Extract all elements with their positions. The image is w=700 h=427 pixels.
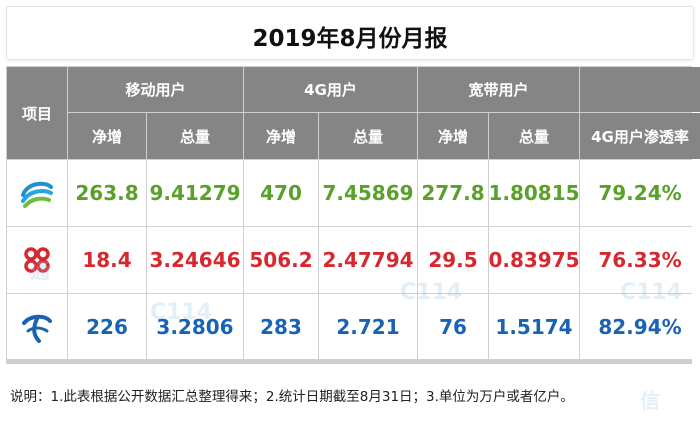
watermark: 信 [640, 389, 660, 413]
subheader-net-add: 净增 [244, 113, 318, 159]
cell-broadband-total: 1.80815 [488, 160, 580, 226]
cell-mobile-total: 3.2806 [147, 294, 243, 359]
subheader-total: 总量 [489, 113, 579, 159]
header-item: 项目 [7, 67, 67, 159]
cell-broadband-net-add: 76 [418, 294, 488, 359]
cell-broadband-net-add: 29.5 [418, 227, 488, 293]
cell-broadband-total: 1.5174 [489, 294, 579, 359]
header-4g-users: 4G用户 [244, 67, 417, 112]
header-mobile-users: 移动用户 [68, 67, 243, 112]
cell-broadband-net-add: 277.8 [418, 160, 488, 226]
page-title: 2019年8月份月报 [252, 26, 448, 52]
cell-4g-total: 2.47794 [319, 227, 417, 293]
china-mobile-logo [7, 160, 67, 226]
cell-4g-net-add: 506.2 [244, 227, 318, 293]
cell-broadband-total: 0.83975 [488, 227, 580, 293]
cell-4g-net-add: 283 [244, 294, 318, 359]
subheader-total: 总量 [319, 113, 417, 159]
cell-mobile-total: 3.24646 [147, 227, 243, 293]
cell-mobile-total: 9.41279 [147, 160, 243, 226]
cell-4g-penetration: 82.94% [580, 294, 700, 359]
title-box: 2019年8月份月报 [6, 6, 694, 60]
report-table: 项目 移动用户 4G用户 宽带用户 净增 总量 净增 总量 净增 总量 4G用户… [6, 66, 700, 364]
subheader-net-add: 净增 [68, 113, 146, 159]
cell-4g-total: 2.721 [319, 294, 417, 359]
cell-4g-net-add: 470 [244, 160, 318, 226]
subheader-total: 总量 [147, 113, 243, 159]
subheader-net-add: 净增 [418, 113, 488, 159]
cell-mobile-net-add: 263.8 [68, 160, 146, 226]
header-blank [580, 67, 700, 112]
china-telecom-logo [7, 294, 67, 359]
header-broadband-users: 宽带用户 [418, 67, 579, 112]
footnote: 说明：1.此表根据公开数据汇总整理得来；2.统计日期截至8月31日；3.单位为万… [10, 389, 574, 405]
cell-4g-penetration: 79.24% [580, 160, 700, 226]
cell-mobile-net-add: 226 [68, 294, 146, 359]
cell-4g-total: 7.45869 [319, 160, 417, 226]
subheader-4g-penetration: 4G用户渗透率 [580, 113, 700, 159]
cell-mobile-net-add: 18.4 [68, 227, 146, 293]
cell-4g-penetration: 76.33% [580, 227, 700, 293]
china-unicom-logo [7, 227, 67, 293]
